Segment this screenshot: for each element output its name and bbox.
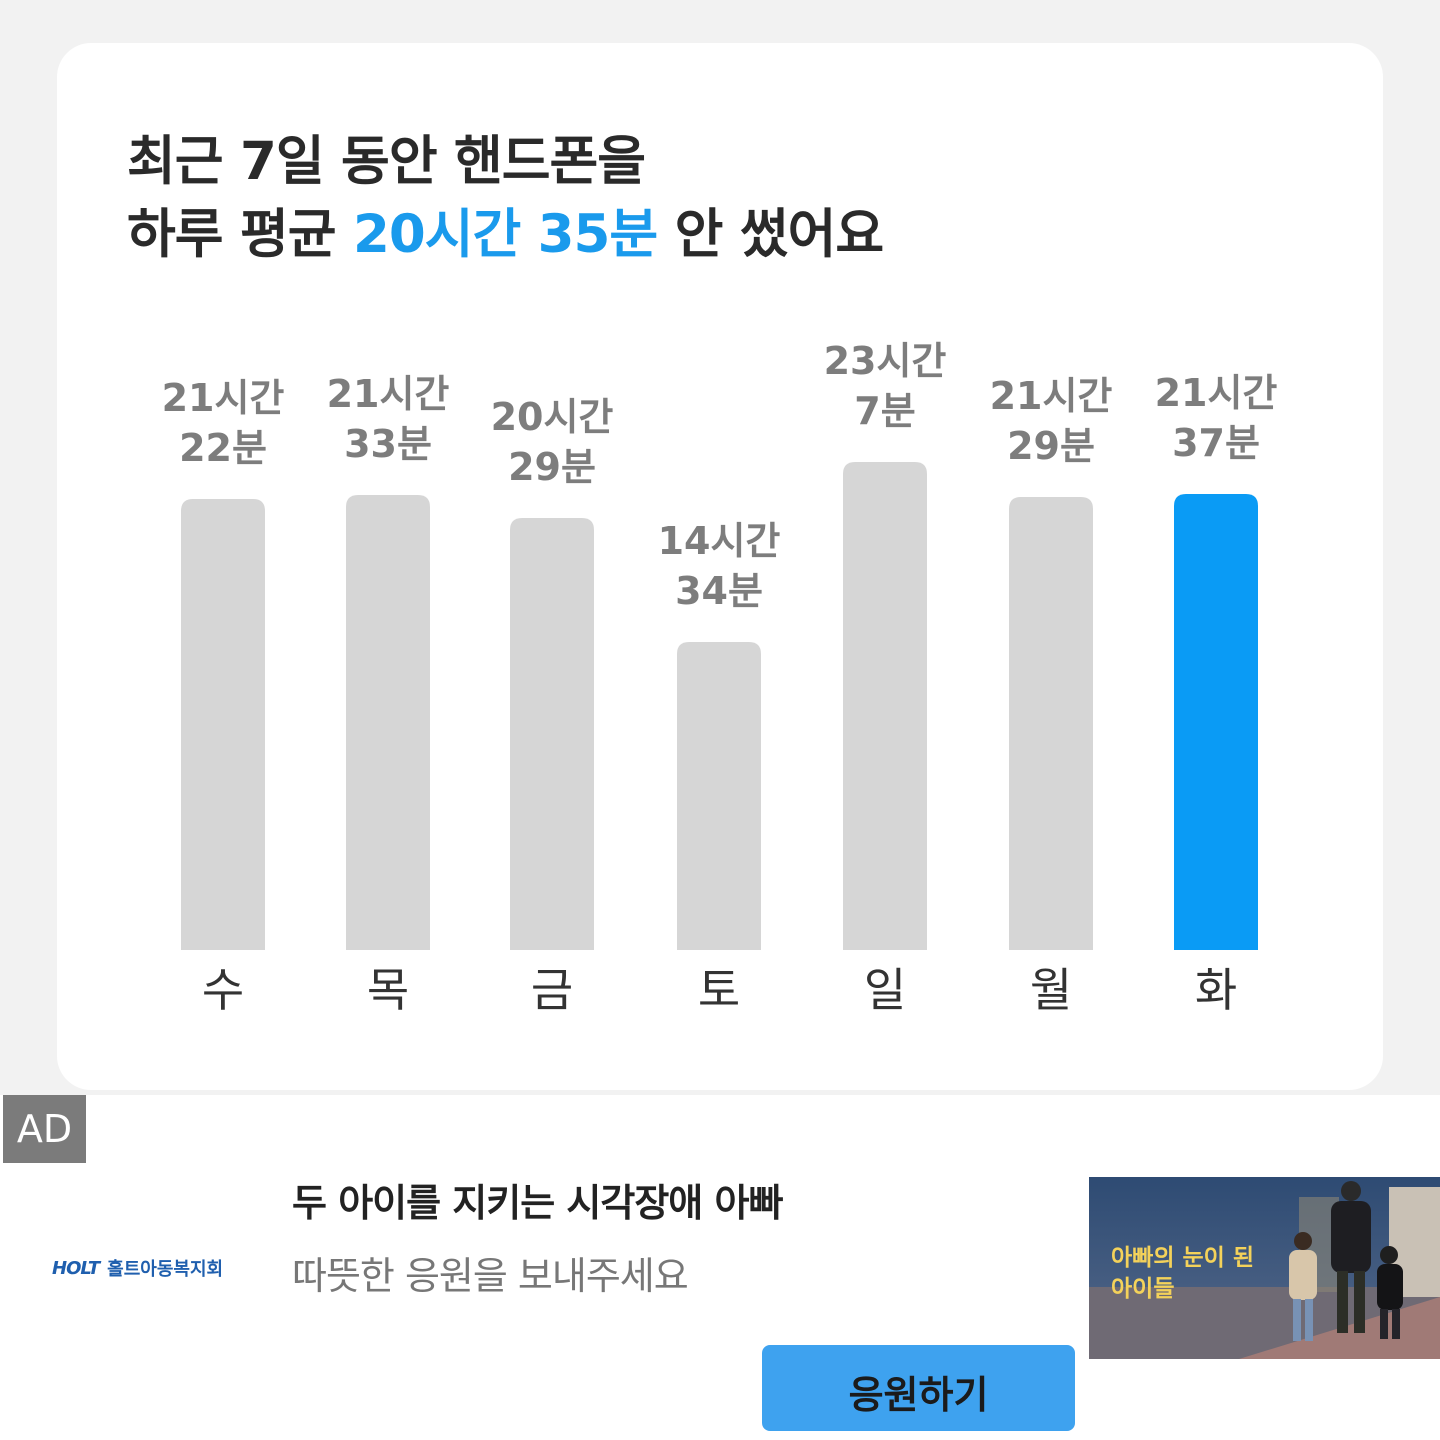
ad-photo-illustration xyxy=(1089,1177,1440,1359)
ad-badge: AD xyxy=(3,1095,86,1163)
bar-value-label-일-minutes: 7분 xyxy=(854,389,915,433)
bar-value-label-목-minutes: 33분 xyxy=(344,422,432,466)
usage-headline: 최근 7일 동안 핸드폰을 하루 평균 20시간 35분 안 썼어요 xyxy=(127,125,885,271)
day-label-토: 토 xyxy=(698,963,740,1017)
day-label-수: 수 xyxy=(202,963,244,1017)
bar-월 xyxy=(1009,497,1093,950)
bar-value-label-목-hours: 21시간 xyxy=(327,372,450,416)
bar-금 xyxy=(510,518,594,950)
ad-image-caption: 아빠의 눈이 된 아이들 xyxy=(1111,1243,1254,1305)
bar-value-label-수-minutes: 22분 xyxy=(179,426,267,470)
headline-suffix: 안 썼어요 xyxy=(657,204,885,265)
bar-토 xyxy=(677,642,761,950)
bar-value-label-수-hours: 21시간 xyxy=(162,376,285,420)
bar-수 xyxy=(181,499,265,950)
bar-value-label-화-minutes: 37분 xyxy=(1172,421,1260,465)
ad-image[interactable]: 아빠의 눈이 된 아이들 xyxy=(1089,1177,1440,1359)
holt-logo-mark: HOLT xyxy=(52,1257,100,1279)
headline-prefix: 하루 평균 xyxy=(127,204,353,265)
bar-value-label-월-minutes: 29분 xyxy=(1007,424,1095,468)
day-label-일: 일 xyxy=(864,963,906,1017)
day-label-월: 월 xyxy=(1030,963,1072,1017)
ad-title[interactable]: 두 아이를 지키는 시각장애 아빠 xyxy=(292,1181,783,1225)
ad-image-caption-line2: 아이들 xyxy=(1111,1276,1175,1302)
org-logo: HOLT 홀트아동복지회 xyxy=(52,1255,223,1281)
bar-value-label-금-hours: 20시간 xyxy=(491,395,614,439)
ad-image-caption-line1: 아빠의 눈이 된 xyxy=(1111,1245,1254,1271)
bar-value-label-토-hours: 14시간 xyxy=(658,519,781,563)
ad-subtitle: 따뜻한 응원을 보내주세요 xyxy=(292,1254,689,1298)
bar-일 xyxy=(843,462,927,950)
day-label-목: 목 xyxy=(367,963,409,1017)
day-label-금: 금 xyxy=(531,963,573,1017)
headline-average: 20시간 35분 xyxy=(352,204,658,265)
headline-line1: 최근 7일 동안 핸드폰을 xyxy=(127,131,646,192)
bar-화 xyxy=(1174,494,1258,950)
bar-value-label-일-hours: 23시간 xyxy=(824,339,947,383)
day-label-화: 화 xyxy=(1195,963,1237,1017)
bar-value-label-금-minutes: 29분 xyxy=(508,445,596,489)
org-name: 홀트아동복지회 xyxy=(107,1259,224,1280)
bar-value-label-월-hours: 21시간 xyxy=(990,374,1113,418)
bar-value-label-토-minutes: 34분 xyxy=(675,569,763,613)
support-button[interactable]: 응원하기 xyxy=(762,1345,1075,1431)
bar-목 xyxy=(346,495,430,950)
bar-value-label-화-hours: 21시간 xyxy=(1155,371,1278,415)
